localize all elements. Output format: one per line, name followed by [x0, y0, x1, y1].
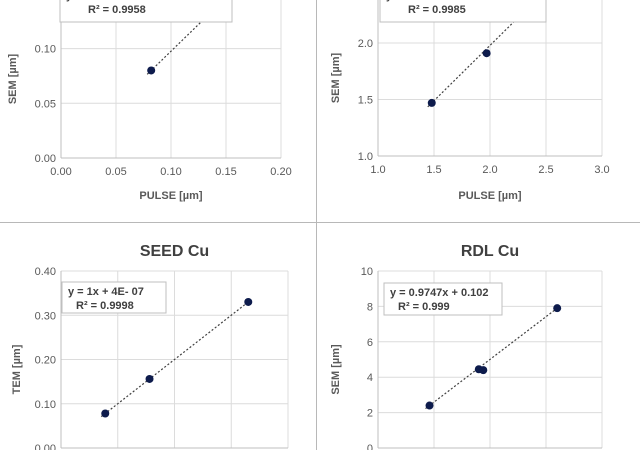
r-squared-label: R² = 0.999	[398, 301, 450, 313]
data-point	[427, 98, 436, 107]
y-tick-label: 0.20	[35, 355, 56, 367]
equation-box	[383, 282, 503, 316]
data-point	[101, 409, 110, 418]
y-tick-label: 0.30	[35, 310, 56, 322]
x-tick-label: 1.5	[426, 164, 441, 176]
x-tick-label: 0.15	[215, 166, 236, 178]
data-point	[482, 49, 491, 58]
y-tick-label: 0.10	[35, 44, 56, 56]
r-squared-label: R² = 0.9985	[408, 4, 466, 16]
equation-box	[59, 0, 233, 23]
chart-panel-4: 0 2 4 6 8 10 RDL Cu SEM [µm] y = 0.9747x + 0.102…	[330, 243, 603, 450]
y-tick-label: 1.5	[358, 95, 373, 107]
y-tick-label: 0.40	[35, 266, 56, 278]
y-tick-label: 10	[361, 266, 373, 278]
trendline	[100, 301, 249, 418]
vertical-divider	[316, 0, 317, 450]
y-tick-label: 8	[367, 301, 373, 313]
data-point	[479, 366, 488, 375]
trend-equation: y = 1x + 4E- 07	[68, 286, 144, 298]
x-tick-label: 2.5	[538, 164, 553, 176]
data-point	[145, 374, 154, 383]
chart-title: RDL Cu	[461, 243, 519, 260]
y-tick-label: 4	[367, 372, 373, 384]
chart-panel-3: 0.00 0.10 0.20 0.30 0.40 SEED Cu TEM [µm] y = 1…	[11, 243, 289, 450]
y-tick-label: 0.10	[35, 399, 56, 411]
trend-equation: y = 0.982x + 0.0015	[66, 0, 164, 2]
x-tick-label: 0.10	[160, 166, 181, 178]
x-tick-label: 0.20	[270, 166, 291, 178]
x-tick-label: 0.05	[105, 166, 126, 178]
y-tick-label: 1.0	[358, 151, 373, 163]
y-axis-label: SEM [µm]	[7, 53, 19, 104]
r-squared-label: R² = 0.9998	[76, 300, 134, 312]
data-point	[553, 304, 562, 313]
equation-box	[61, 281, 167, 314]
data-point	[425, 401, 434, 410]
y-tick-label: 2	[367, 408, 373, 420]
equation-box	[379, 0, 547, 23]
y-axis-label: SEM [µm]	[330, 344, 342, 395]
y-tick-label: 0.05	[35, 98, 56, 110]
y-tick-label: 0.00	[35, 153, 56, 165]
y-tick-label: 0.00	[35, 443, 56, 450]
y-tick-label: 0.15	[35, 0, 56, 1]
y-tick-label: 2.0	[358, 38, 373, 50]
y-axis-label: SEM [µm]	[330, 52, 342, 103]
trendline	[425, 307, 558, 410]
x-tick-label: 3.0	[594, 164, 609, 176]
x-tick-label: 2.0	[482, 164, 497, 176]
horizontal-divider	[0, 222, 640, 223]
y-tick-label: 6	[367, 337, 373, 349]
x-axis-label: PULSE [µm]	[139, 190, 203, 202]
r-squared-label: R² = 0.9958	[88, 4, 146, 16]
x-tick-label: 0.00	[50, 166, 71, 178]
y-axis-label: TEM [µm]	[11, 344, 23, 394]
y-tick-label: 0	[367, 443, 373, 450]
trend-equation: y = 0.9747x + 0.102	[390, 287, 488, 299]
data-point	[244, 297, 253, 306]
data-point	[147, 66, 156, 75]
x-tick-label: 1.0	[370, 164, 385, 176]
chart-panel-1: 0.00 0.05 0.10 0.15 0.00 0.05 0.10 0.15 0.20 PULS…	[7, 0, 292, 202]
trend-equation: y = 0.9845x + 0.0036	[386, 0, 491, 2]
chart-title: SEED Cu	[140, 243, 209, 260]
x-axis-label: PULSE [µm]	[458, 190, 522, 202]
